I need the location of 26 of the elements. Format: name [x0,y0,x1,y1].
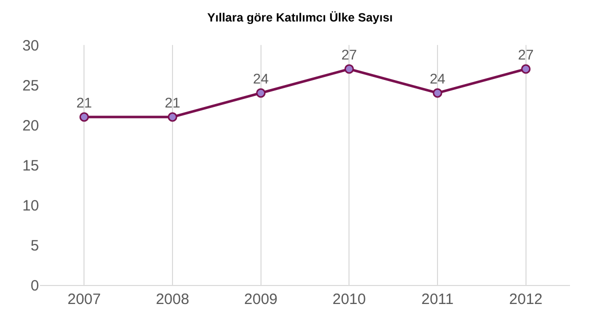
point [256,88,266,98]
data-label: 21 [164,94,180,110]
x-tick-label: 2012 [509,291,543,308]
data-label: 24 [430,70,446,86]
x-tick-label: 2007 [67,291,101,308]
x-tick-label: 2008 [156,291,190,308]
data-label: 27 [518,46,534,62]
y-tick-label: 0 [30,277,39,294]
data-label: 24 [253,70,269,86]
x-tick-label: 2010 [332,291,366,308]
y-tick-label: 20 [22,117,39,134]
y-tick-label: 30 [22,37,39,54]
point [79,112,89,122]
y-tick-label: 15 [22,157,39,174]
x-tick-label: 2011 [421,291,454,308]
point [432,88,442,98]
data-label: 21 [76,94,92,110]
point [168,112,178,122]
chart-title: Yıllara göre Katılımcı Ülke Sayısı [207,10,393,24]
point [521,64,531,74]
point [344,64,354,74]
y-tick-label: 5 [30,237,39,254]
y-tick-label: 10 [22,197,39,214]
x-tick-label: 2009 [244,291,278,308]
data-label: 27 [341,46,358,62]
y-tick-label: 25 [22,77,39,94]
